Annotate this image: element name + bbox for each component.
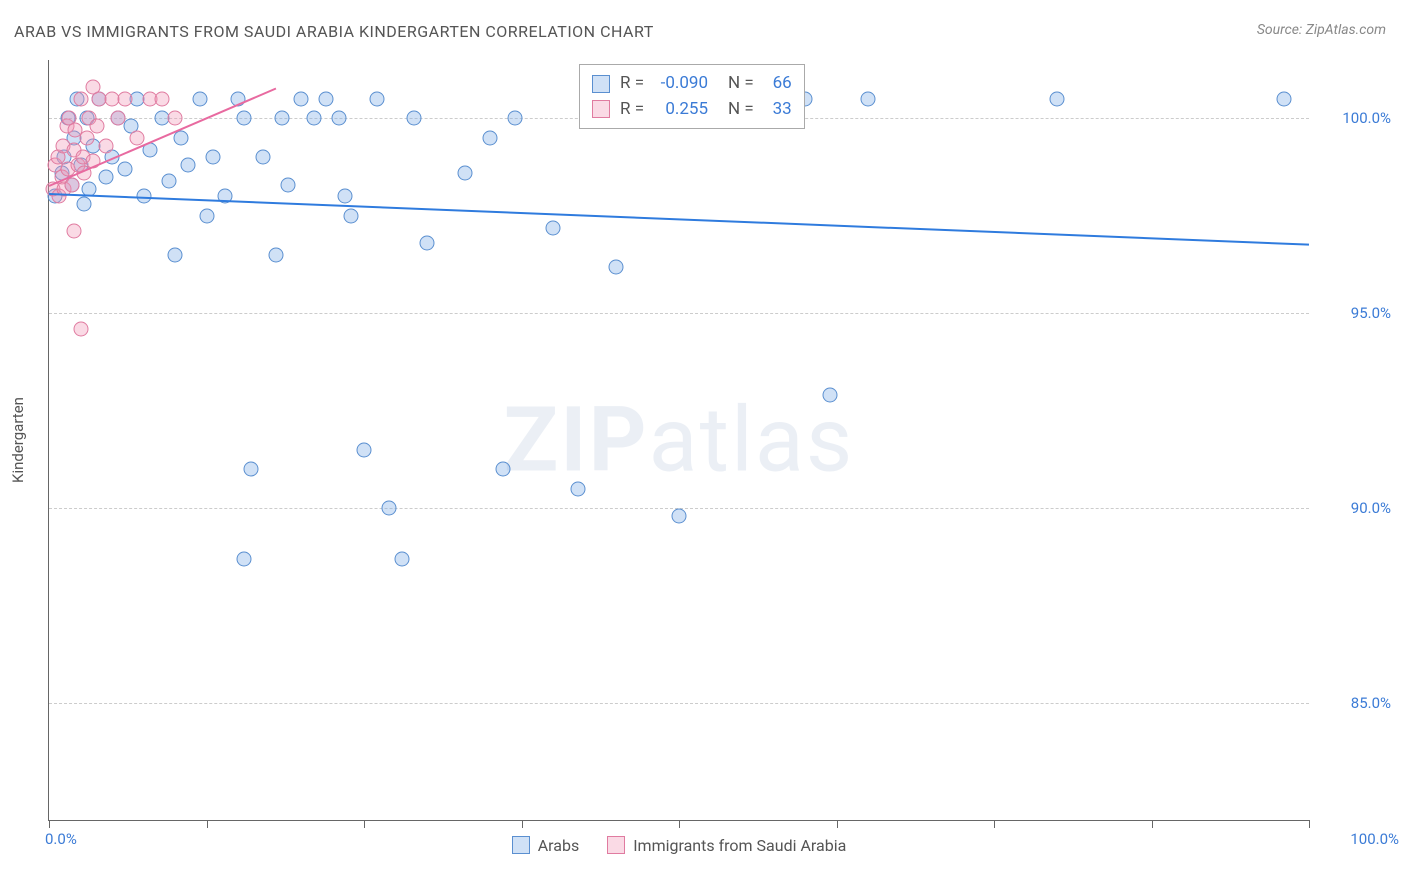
x-tick — [207, 820, 208, 828]
data-point — [369, 91, 384, 106]
data-point — [357, 442, 372, 457]
data-point — [344, 208, 359, 223]
x-tick — [1152, 820, 1153, 828]
watermark-rest: atlas — [649, 388, 855, 493]
data-point — [508, 111, 523, 126]
data-point — [495, 462, 510, 477]
y-axis-label: Kindergarten — [9, 397, 27, 483]
data-point — [98, 138, 113, 153]
data-point — [268, 247, 283, 262]
y-tick-label: 100.0% — [1321, 109, 1391, 127]
stats-row: R = 0.255 N = 33 — [592, 97, 792, 123]
watermark: ZIPatlas — [504, 388, 855, 493]
y-tick-label: 85.0% — [1321, 694, 1391, 712]
y-tick-label: 90.0% — [1321, 499, 1391, 517]
stats-row: R = -0.090 N = 66 — [592, 71, 792, 97]
gridline — [49, 313, 1309, 314]
data-point — [275, 111, 290, 126]
x-tick — [994, 820, 995, 828]
data-point — [294, 91, 309, 106]
x-tick — [837, 820, 838, 828]
data-point — [73, 91, 88, 106]
watermark-bold: ZIP — [504, 388, 649, 493]
data-point — [672, 509, 687, 524]
data-point — [571, 481, 586, 496]
data-point — [77, 197, 92, 212]
scatter-plot: ZIPatlas 85.0%90.0%95.0%100.0%0.0%100.0%… — [48, 60, 1309, 821]
data-point — [861, 91, 876, 106]
trend-line — [49, 193, 1309, 246]
data-point — [546, 220, 561, 235]
data-point — [237, 551, 252, 566]
n-value: 33 — [764, 97, 792, 123]
x-tick — [364, 820, 365, 828]
data-point — [111, 111, 126, 126]
data-point — [168, 111, 183, 126]
legend-label: Arabs — [538, 836, 580, 855]
legend-item: Arabs — [512, 836, 580, 855]
r-value: -0.090 — [654, 71, 708, 97]
r-value: 0.255 — [654, 97, 708, 123]
data-point — [205, 150, 220, 165]
chart-title: ARAB VS IMMIGRANTS FROM SAUDI ARABIA KIN… — [14, 22, 654, 41]
data-point — [86, 80, 101, 95]
data-point — [1050, 91, 1065, 106]
data-point — [161, 173, 176, 188]
data-point — [382, 501, 397, 516]
data-point — [407, 111, 422, 126]
r-label: R = — [620, 71, 644, 97]
data-point — [338, 189, 353, 204]
data-point — [98, 169, 113, 184]
legend-swatch — [607, 836, 625, 854]
data-point — [243, 462, 258, 477]
data-point — [457, 166, 472, 181]
data-point — [319, 91, 334, 106]
r-label: R = — [620, 97, 644, 123]
data-point — [331, 111, 346, 126]
legend-label: Immigrants from Saudi Arabia — [633, 836, 846, 855]
data-point — [155, 91, 170, 106]
legend-item: Immigrants from Saudi Arabia — [607, 836, 846, 855]
bottom-legend: Arabs Immigrants from Saudi Arabia — [49, 836, 1309, 859]
n-label: N = — [728, 97, 754, 123]
data-point — [1276, 91, 1291, 106]
data-point — [174, 130, 189, 145]
x-tick — [49, 820, 50, 828]
gridline — [49, 703, 1309, 704]
data-point — [89, 119, 104, 134]
data-point — [394, 551, 409, 566]
data-point — [306, 111, 321, 126]
data-point — [73, 321, 88, 336]
x-tick — [679, 820, 680, 828]
legend-swatch — [512, 836, 530, 854]
data-point — [193, 91, 208, 106]
x-tick — [522, 820, 523, 828]
x-tick — [1309, 820, 1310, 828]
data-point — [199, 208, 214, 223]
data-point — [420, 236, 435, 251]
data-point — [168, 247, 183, 262]
stats-box: R = -0.090 N = 66 R = 0.255 N = 33 — [579, 64, 805, 129]
legend-swatch — [592, 100, 610, 118]
data-point — [823, 388, 838, 403]
legend-swatch — [592, 75, 610, 93]
data-point — [117, 162, 132, 177]
data-point — [483, 130, 498, 145]
data-point — [281, 177, 296, 192]
data-point — [117, 91, 132, 106]
data-point — [609, 259, 624, 274]
data-point — [237, 111, 252, 126]
data-point — [256, 150, 271, 165]
n-value: 66 — [764, 71, 792, 97]
n-label: N = — [728, 71, 754, 97]
source-label: Source: ZipAtlas.com — [1257, 22, 1386, 38]
x-max-label: 100.0% — [1350, 830, 1399, 848]
data-point — [67, 224, 82, 239]
y-tick-label: 95.0% — [1321, 304, 1391, 322]
data-point — [180, 158, 195, 173]
data-point — [130, 130, 145, 145]
